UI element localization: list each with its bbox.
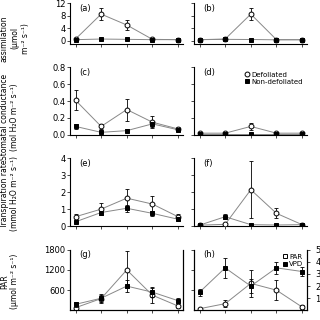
Text: Transpiration rate
(mmol H₂O m⁻² s⁻¹): Transpiration rate (mmol H₂O m⁻² s⁻¹) <box>0 156 19 231</box>
Text: (f): (f) <box>204 159 213 168</box>
Text: (d): (d) <box>204 68 215 77</box>
Text: Net CO₂
assimilation
(μmol
m⁻² s⁻¹): Net CO₂ assimilation (μmol m⁻² s⁻¹) <box>0 15 30 62</box>
Text: (g): (g) <box>79 250 91 259</box>
Text: (b): (b) <box>204 4 215 12</box>
Legend: Defoliated, Non-defoliated: Defoliated, Non-defoliated <box>244 71 304 85</box>
Text: PAR
(μmol m⁻² s⁻¹): PAR (μmol m⁻² s⁻¹) <box>0 254 19 309</box>
Text: Stomatal conductance
(mol H₂O m⁻² s⁻¹): Stomatal conductance (mol H₂O m⁻² s⁻¹) <box>0 74 19 160</box>
Text: (e): (e) <box>79 159 91 168</box>
Text: (c): (c) <box>79 68 91 77</box>
Text: (h): (h) <box>204 250 215 259</box>
Text: (a): (a) <box>79 4 91 12</box>
Legend: PAR, VPD: PAR, VPD <box>281 253 304 268</box>
